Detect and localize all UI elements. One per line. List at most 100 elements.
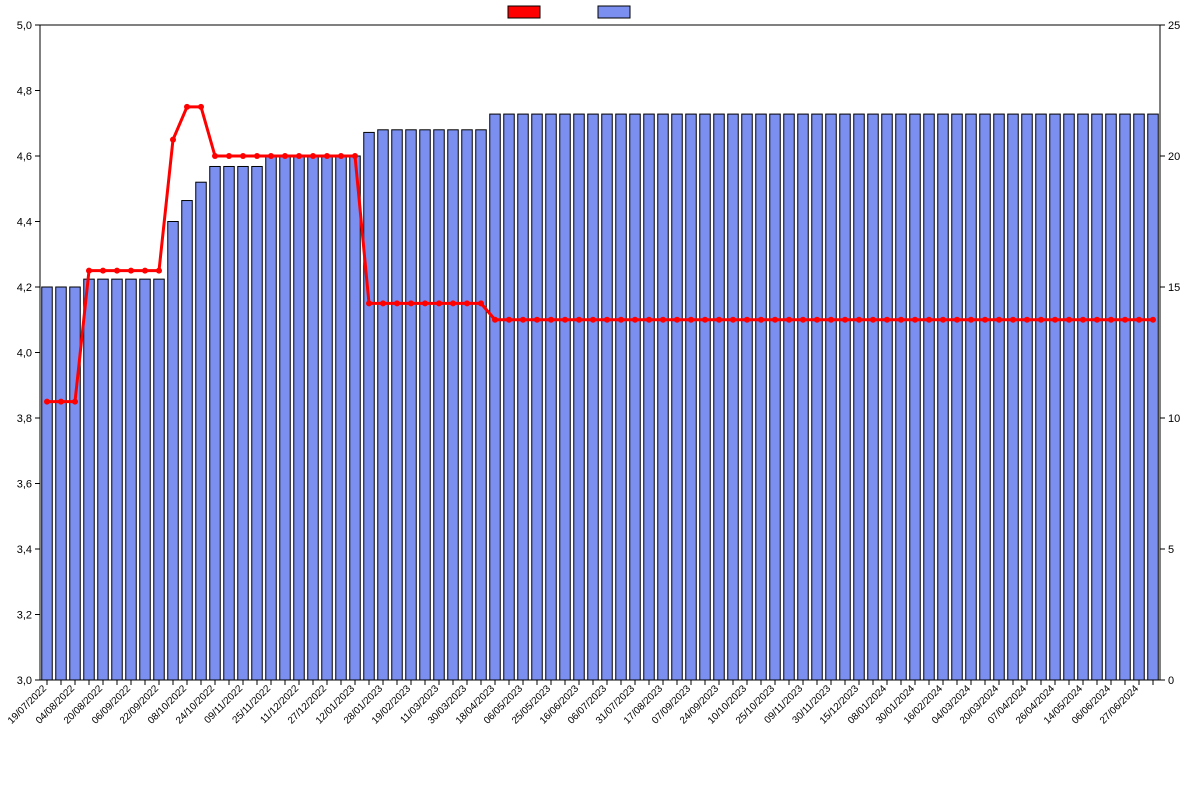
bar — [588, 114, 599, 680]
yright-tick-label: 15 — [1168, 282, 1180, 294]
bar — [1134, 114, 1145, 680]
line-marker — [492, 317, 498, 323]
line-marker — [450, 300, 456, 306]
line-marker — [184, 104, 190, 110]
line-marker — [408, 300, 414, 306]
bar — [420, 130, 431, 680]
bar — [714, 114, 725, 680]
bar — [784, 114, 795, 680]
yleft-tick-label: 4,8 — [17, 86, 32, 98]
bar — [322, 156, 333, 680]
bar — [280, 156, 291, 680]
line-marker — [604, 317, 610, 323]
bar — [1106, 114, 1117, 680]
bar — [658, 114, 669, 680]
bar — [154, 279, 165, 680]
bar — [910, 114, 921, 680]
bar — [196, 182, 207, 680]
line-marker — [828, 317, 834, 323]
bar — [770, 114, 781, 680]
bar — [966, 114, 977, 680]
line-marker — [1010, 317, 1016, 323]
line-marker — [562, 317, 568, 323]
yright-tick-label: 0 — [1168, 675, 1174, 687]
line-marker — [1150, 317, 1156, 323]
line-marker — [646, 317, 652, 323]
plot-area — [40, 25, 1160, 680]
line-marker — [576, 317, 582, 323]
bar — [560, 114, 571, 680]
bar — [406, 130, 417, 680]
bar — [812, 114, 823, 680]
line-marker — [968, 317, 974, 323]
line-marker — [1136, 317, 1142, 323]
line-marker — [142, 268, 148, 274]
bar — [476, 130, 487, 680]
bar — [1064, 114, 1075, 680]
chart-svg: 3,03,23,43,63,84,04,24,44,64,85,00510152… — [0, 0, 1200, 800]
line-marker — [58, 399, 64, 405]
line-marker — [436, 300, 442, 306]
line-marker — [632, 317, 638, 323]
bar — [868, 114, 879, 680]
line-marker — [982, 317, 988, 323]
bar — [294, 156, 305, 680]
bar — [392, 130, 403, 680]
line-marker — [478, 300, 484, 306]
line-marker — [128, 268, 134, 274]
bar — [882, 114, 893, 680]
line-marker — [170, 137, 176, 143]
line-marker — [884, 317, 890, 323]
line-marker — [324, 153, 330, 159]
line-marker — [1108, 317, 1114, 323]
bar — [700, 114, 711, 680]
bar — [434, 130, 445, 680]
bar — [518, 114, 529, 680]
line-marker — [702, 317, 708, 323]
legend-swatch — [508, 6, 540, 18]
bar — [378, 130, 389, 680]
line-marker — [618, 317, 624, 323]
yleft-tick-label: 3,0 — [17, 675, 32, 687]
bar — [994, 114, 1005, 680]
bar — [924, 114, 935, 680]
bar — [70, 287, 81, 680]
line-marker — [464, 300, 470, 306]
yright-tick-label: 20 — [1168, 151, 1180, 163]
yleft-tick-label: 4,4 — [17, 217, 32, 229]
line-marker — [506, 317, 512, 323]
bar — [854, 114, 865, 680]
line-marker — [1122, 317, 1128, 323]
line-marker — [772, 317, 778, 323]
line-marker — [1024, 317, 1030, 323]
line-marker — [422, 300, 428, 306]
bar — [84, 279, 95, 680]
line-marker — [870, 317, 876, 323]
bar — [112, 279, 123, 680]
bar — [336, 156, 347, 680]
line-marker — [856, 317, 862, 323]
line-marker — [212, 153, 218, 159]
bar — [1050, 114, 1061, 680]
yleft-tick-label: 4,0 — [17, 348, 32, 360]
line-marker — [352, 153, 358, 159]
bar — [840, 114, 851, 680]
bar — [504, 114, 515, 680]
line-marker — [254, 153, 260, 159]
yright-tick-label: 10 — [1168, 413, 1180, 425]
yleft-tick-label: 4,6 — [17, 151, 32, 163]
bar — [308, 156, 319, 680]
line-marker — [926, 317, 932, 323]
line-marker — [394, 300, 400, 306]
line-marker — [44, 399, 50, 405]
line-marker — [898, 317, 904, 323]
line-marker — [758, 317, 764, 323]
bar — [266, 156, 277, 680]
line-marker — [226, 153, 232, 159]
yleft-tick-label: 3,2 — [17, 610, 32, 622]
bar — [938, 114, 949, 680]
line-marker — [730, 317, 736, 323]
bar — [728, 114, 739, 680]
line-marker — [1038, 317, 1044, 323]
bar — [686, 114, 697, 680]
